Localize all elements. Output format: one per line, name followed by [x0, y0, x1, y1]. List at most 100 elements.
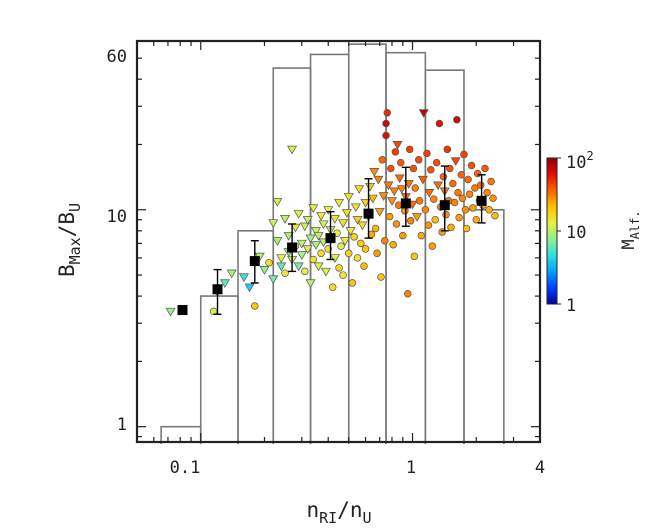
scatter-point-triangle: [302, 245, 313, 255]
scatter-point-circle: [335, 264, 343, 272]
scatter-point-circle: [371, 224, 380, 233]
binned-mean-marker: [476, 195, 487, 206]
scatter-point-triangle: [341, 209, 352, 218]
scatter-point-circle: [472, 215, 481, 224]
scatter-point-triangle: [392, 140, 403, 150]
scatter-point-circle: [381, 236, 389, 245]
scatter-point-circle: [469, 204, 477, 212]
x-tick-label-0p1: 0.1: [170, 458, 201, 478]
scatter-point-circle: [387, 164, 395, 173]
scatter-point-triangle: [268, 275, 279, 285]
scatter-point-circle: [487, 177, 495, 186]
scatter-point-triangle: [296, 239, 307, 249]
y-tick-label-1: 1: [117, 415, 127, 435]
scatter-point-triangle: [417, 175, 428, 185]
scatter-point-triangle: [313, 232, 324, 241]
scatter-point-triangle: [450, 157, 461, 167]
scatter-point-triangle: [219, 279, 230, 289]
scatter-point-triangle: [386, 197, 397, 206]
scatter-point-triangle: [374, 208, 385, 217]
scatter-point-circle: [406, 217, 415, 225]
scatter-point-triangle: [329, 215, 340, 224]
y-tick-label-10: 10: [107, 207, 127, 227]
binned-mean-marker: [363, 208, 374, 219]
scatter-point-circle: [409, 164, 418, 173]
scatter-point-circle: [357, 239, 365, 248]
colorbar-tick-label-100: 102: [566, 149, 594, 173]
colorbar-tick-label-100-sup: 2: [586, 149, 593, 163]
scatter-point-circle: [348, 279, 357, 287]
y-tick-label-60: 60: [107, 47, 127, 67]
colorbar: [546, 157, 558, 305]
scatter-point-circle: [430, 195, 438, 203]
x-axis-label-sub2: U: [362, 509, 371, 527]
histogram-bar: [424, 69, 465, 444]
scatter-point-triangle: [310, 227, 321, 236]
scatter-point-triangle: [296, 251, 307, 260]
scatter-point-circle: [457, 171, 466, 179]
scatter-point-triangle: [383, 181, 394, 191]
scatter-point-triangle: [259, 266, 270, 275]
scatter-point-triangle: [352, 216, 363, 225]
scatter-point-circle: [301, 267, 309, 276]
scatter-point-triangle: [360, 198, 371, 208]
scatter-point-triangle: [244, 283, 255, 293]
scatter-point-circle: [391, 148, 400, 156]
scatter-point-circle: [460, 150, 468, 159]
scatter-point-triangle: [424, 189, 435, 198]
scatter-point-circle: [337, 242, 345, 250]
scatter-point-circle: [454, 188, 462, 197]
scatter-point-circle: [353, 254, 362, 262]
scatter-point-triangle: [396, 185, 407, 194]
scatter-point-circle: [382, 131, 390, 140]
scatter-point-circle: [465, 190, 474, 198]
scatter-point-triangle: [367, 194, 378, 204]
scatter-point-circle: [489, 194, 497, 203]
scatter-point-circle: [385, 212, 394, 221]
scatter-point-circle: [481, 164, 489, 173]
scatter-point-circle: [373, 249, 381, 258]
scatter-point-triangle: [334, 198, 345, 208]
scatter-point-triangle: [389, 187, 400, 197]
x-axis-label-base: n: [306, 498, 319, 522]
scatter-point-triangle: [329, 254, 340, 264]
colorbar-label: MAlf.: [619, 210, 642, 249]
scatter-point-circle: [424, 221, 433, 229]
scatter-point-triangle: [302, 216, 313, 225]
scatter-point-circle: [389, 240, 397, 249]
y-axis-label: BMax/BU: [55, 203, 84, 277]
scatter-point-circle: [455, 213, 463, 222]
y-axis-label-sub2: U: [66, 203, 84, 212]
histogram-bar: [463, 208, 505, 444]
scatter-point-triangle: [343, 193, 354, 202]
scatter-point-circle: [265, 258, 273, 267]
scatter-point-circle: [471, 184, 479, 192]
colorbar-ticks: [557, 157, 561, 305]
scatter-point-circle: [421, 206, 430, 214]
scatter-point-triangle: [316, 212, 327, 221]
scatter-point-circle: [392, 220, 401, 228]
scatter-point-circle: [339, 271, 347, 279]
scatter-point-circle: [446, 164, 454, 173]
colorbar-tick-label-100-base: 10: [566, 153, 586, 173]
scatter-point-triangle: [378, 192, 389, 201]
scatter-point-circle: [377, 273, 385, 281]
binned-mean-marker: [177, 305, 188, 316]
scatter-point-triangle: [433, 181, 444, 191]
scatter-point-triangle: [238, 273, 249, 283]
plot-frame: [135, 39, 542, 444]
scatter-point-circle: [417, 231, 426, 240]
scatter-point-circle: [414, 156, 423, 164]
scatter-point-circle: [461, 206, 470, 214]
scatter-point-circle: [491, 211, 499, 220]
scatter-point-triangle: [323, 206, 334, 215]
scatter-point-triangle: [373, 175, 384, 185]
scatter-point-circle: [453, 116, 461, 124]
histogram-bars: [160, 43, 505, 444]
scatter-point-triangle: [276, 254, 287, 264]
scatter-point-triangle: [418, 109, 429, 118]
scatter-point-circle: [382, 119, 390, 128]
scatter-point-circle: [317, 249, 325, 258]
colorbar-tick-label-1: 1: [566, 296, 576, 316]
